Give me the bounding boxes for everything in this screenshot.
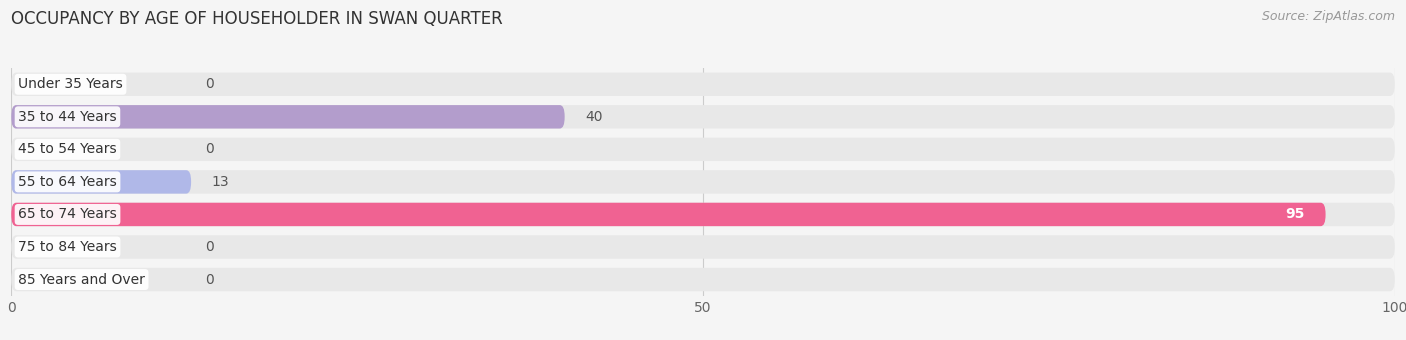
Text: OCCUPANCY BY AGE OF HOUSEHOLDER IN SWAN QUARTER: OCCUPANCY BY AGE OF HOUSEHOLDER IN SWAN … [11,10,503,28]
Text: 85 Years and Over: 85 Years and Over [18,273,145,287]
Text: 35 to 44 Years: 35 to 44 Years [18,110,117,124]
Text: 95: 95 [1285,207,1305,221]
Text: 40: 40 [585,110,603,124]
FancyBboxPatch shape [11,72,1395,96]
Text: 55 to 64 Years: 55 to 64 Years [18,175,117,189]
Text: 0: 0 [205,240,214,254]
Text: 65 to 74 Years: 65 to 74 Years [18,207,117,221]
FancyBboxPatch shape [11,203,1395,226]
Text: 13: 13 [212,175,229,189]
Text: 0: 0 [205,142,214,156]
Text: Source: ZipAtlas.com: Source: ZipAtlas.com [1261,10,1395,23]
FancyBboxPatch shape [11,235,1395,259]
Text: 45 to 54 Years: 45 to 54 Years [18,142,117,156]
FancyBboxPatch shape [11,105,565,129]
Text: 0: 0 [205,77,214,91]
FancyBboxPatch shape [11,170,191,193]
FancyBboxPatch shape [11,105,1395,129]
Text: 75 to 84 Years: 75 to 84 Years [18,240,117,254]
FancyBboxPatch shape [11,170,1395,193]
Text: Under 35 Years: Under 35 Years [18,77,122,91]
Text: 0: 0 [205,273,214,287]
FancyBboxPatch shape [11,203,1326,226]
FancyBboxPatch shape [11,138,1395,161]
FancyBboxPatch shape [11,268,1395,291]
